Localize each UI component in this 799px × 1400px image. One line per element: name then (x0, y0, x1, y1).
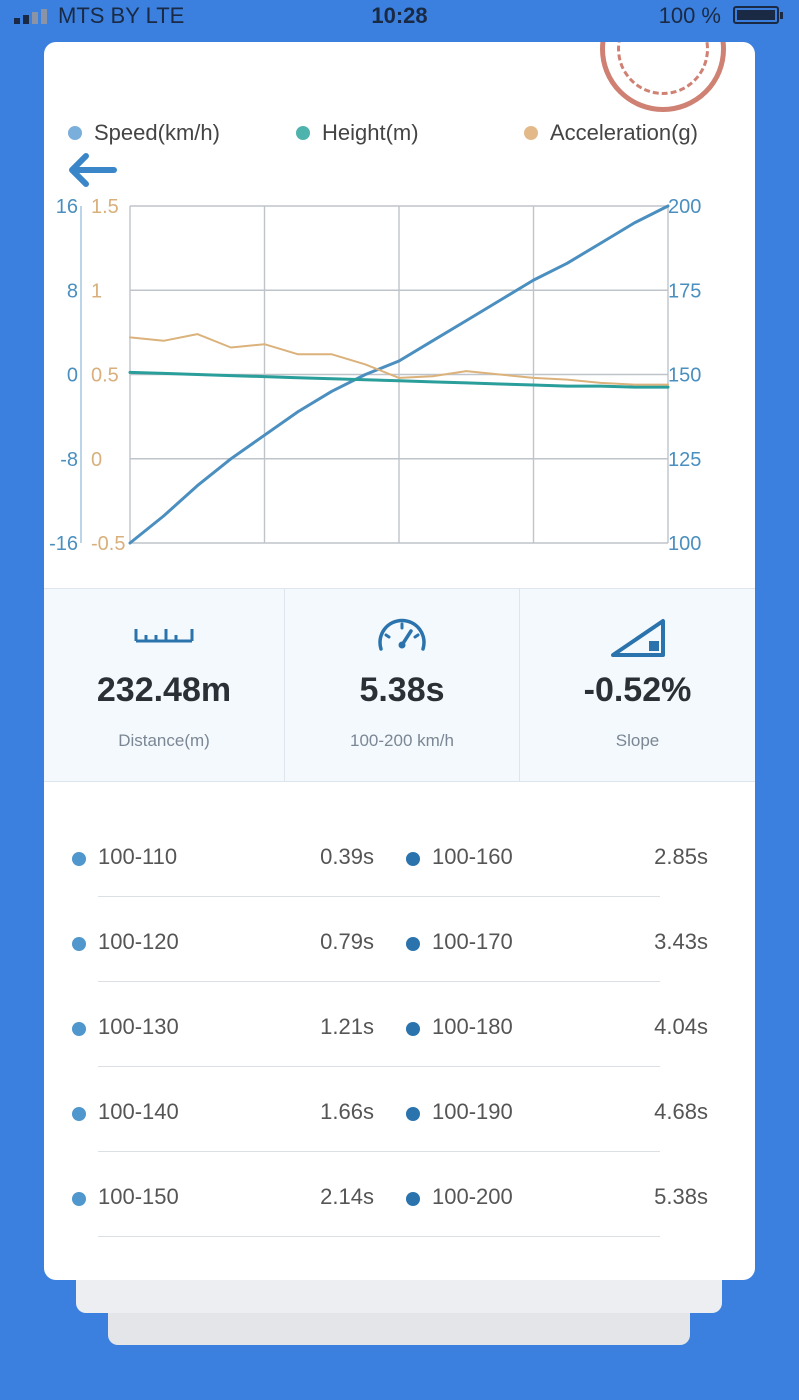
results-card: Speed(km/h) Height(m) Acceleration(g) 16… (44, 42, 755, 1280)
split-time: 4.04s (654, 1014, 708, 1039)
bullet-dot (406, 1022, 420, 1036)
legend-dot (296, 126, 310, 140)
legend-label: Speed(km/h) (94, 120, 220, 145)
legend-label: Height(m) (322, 120, 419, 145)
bullet-dot (406, 1107, 420, 1121)
bullet-dot (72, 937, 86, 951)
carrier-label: MTS BY LTE (58, 3, 185, 28)
acceleration-tick-label: 0 (91, 449, 102, 471)
battery-icon (733, 6, 783, 24)
split-time: 0.79s (320, 929, 374, 954)
back-arrow-icon[interactable] (64, 150, 120, 190)
stat-label: Slope (615, 731, 660, 750)
speed-tick-label: 100 (668, 533, 701, 555)
split-range: 100-200 (432, 1184, 513, 1209)
speed-series-line (128, 204, 670, 545)
height-tick-label: 8 (67, 280, 78, 302)
status-bar: MTS BY LTE 10:28 100 % (0, 0, 799, 32)
bullet-dot (406, 1192, 420, 1206)
bullet-dot (72, 852, 86, 866)
split-time: 5.38s (654, 1184, 708, 1209)
legend-height[interactable]: Height(m) (296, 120, 419, 146)
split-row: 100-150 2.14s (72, 1180, 374, 1220)
divider (98, 1066, 660, 1067)
height-tick-label: -16 (49, 533, 78, 555)
speed-tick-label: 175 (668, 280, 701, 302)
bullet-dot (72, 1192, 86, 1206)
legend-acceleration[interactable]: Acceleration(g) (524, 120, 698, 146)
speed-tick-label: 200 (668, 196, 701, 218)
split-row: 100-200 5.38s (406, 1180, 708, 1220)
split-range: 100-160 (432, 844, 513, 869)
speedometer-icon (285, 615, 519, 655)
split-time: 4.68s (654, 1099, 708, 1124)
split-time: 2.14s (320, 1184, 374, 1209)
stat-time: 5.38s 100-200 km/h (285, 589, 519, 781)
split-range: 100-170 (432, 929, 513, 954)
signal-icon (14, 8, 52, 24)
divider (98, 981, 660, 982)
ruler-icon (44, 615, 284, 655)
height-tick-label: -8 (60, 449, 78, 471)
height-tick-label: 0 (67, 365, 78, 387)
bullet-dot (406, 852, 420, 866)
bullet-dot (72, 1107, 86, 1121)
split-time: 3.43s (654, 929, 708, 954)
split-row: 100-120 0.79s (72, 925, 374, 965)
acceleration-tick-label: 1.5 (91, 196, 119, 218)
split-row: 100-190 4.68s (406, 1095, 708, 1135)
battery-percent: 100 % (658, 3, 721, 28)
stat-value: -0.52% (583, 671, 692, 709)
stat-label: 100-200 km/h (350, 731, 454, 750)
split-row: 100-110 0.39s (72, 840, 374, 880)
performance-chart: 16 8 0 -8 -16 1.5 1 0.5 0 -0.5 200 175 150 125 100 (49, 196, 701, 555)
stat-value: 232.48m (96, 671, 232, 709)
split-row: 100-130 1.21s (72, 1010, 374, 1050)
stamp-logo (600, 42, 726, 112)
legend-dot (524, 126, 538, 140)
chart-legend: Speed(km/h) Height(m) Acceleration(g) (44, 120, 755, 154)
split-time: 0.39s (320, 844, 374, 869)
legend-dot (68, 126, 82, 140)
clock: 10:28 (371, 3, 428, 28)
split-range: 100-110 (98, 844, 178, 869)
acceleration-tick-label: 0.5 (91, 365, 119, 387)
legend-label: Acceleration(g) (550, 120, 698, 145)
split-time: 2.85s (654, 844, 708, 869)
stat-label: Distance(m) (118, 731, 210, 750)
acceleration-series-line (129, 333, 669, 386)
legend-speed[interactable]: Speed(km/h) (68, 120, 220, 146)
split-range: 100-150 (98, 1184, 179, 1209)
speed-tick-label: 150 (668, 365, 701, 387)
slope-icon (520, 615, 755, 657)
divider (98, 896, 660, 897)
summary-stats: 232.48m Distance(m) 5.38s 100-200 km/h (44, 588, 755, 782)
split-range: 100-140 (98, 1099, 179, 1124)
acceleration-tick-label: -0.5 (91, 533, 125, 555)
split-row: 100-170 3.43s (406, 925, 708, 965)
stat-value: 5.38s (359, 671, 445, 709)
acceleration-tick-label: 1 (91, 280, 102, 302)
split-range: 100-130 (98, 1014, 179, 1039)
stat-divider (519, 589, 520, 781)
split-row: 100-180 4.04s (406, 1010, 708, 1050)
split-row: 100-160 2.85s (406, 840, 708, 880)
bullet-dot (406, 937, 420, 951)
height-series-line (128, 370, 670, 389)
split-range: 100-120 (98, 929, 179, 954)
stat-slope: -0.52% Slope (520, 589, 755, 781)
divider (98, 1151, 660, 1152)
split-range: 100-190 (432, 1099, 513, 1124)
speed-tick-label: 125 (668, 449, 701, 471)
split-row: 100-140 1.66s (72, 1095, 374, 1135)
stat-divider (284, 589, 285, 781)
split-time: 1.66s (320, 1099, 374, 1124)
split-time: 1.21s (320, 1014, 374, 1039)
height-tick-label: 16 (56, 196, 78, 218)
split-range: 100-180 (432, 1014, 513, 1039)
divider (98, 1236, 660, 1237)
stat-distance: 232.48m Distance(m) (44, 589, 284, 781)
bullet-dot (72, 1022, 86, 1036)
